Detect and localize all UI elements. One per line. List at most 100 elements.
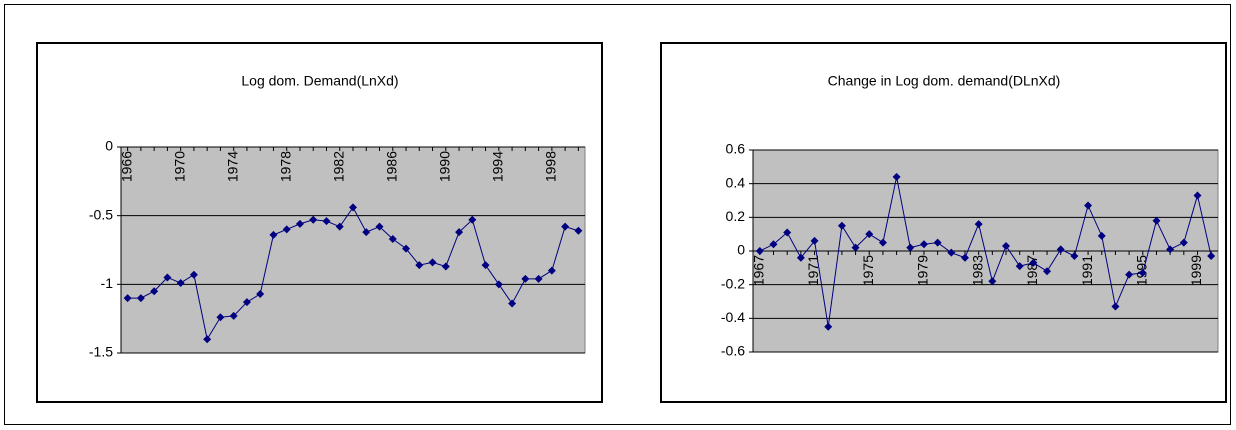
point-marker	[824, 322, 833, 331]
point-marker	[1166, 245, 1175, 254]
point-marker	[481, 261, 490, 270]
point-marker	[402, 244, 411, 253]
point-marker	[534, 274, 543, 283]
point-marker	[309, 215, 318, 224]
point-marker	[919, 240, 928, 249]
x-tick-label: 1998	[543, 151, 559, 182]
y-tick-label: -1	[101, 275, 114, 291]
point-marker	[455, 228, 464, 237]
y-tick-label: -0.6	[721, 343, 745, 359]
point-marker	[1111, 302, 1120, 311]
point-marker	[865, 230, 874, 239]
point-marker	[295, 219, 304, 228]
point-marker	[269, 230, 278, 239]
chart-title: Log dom. Demand(LnXd)	[241, 73, 398, 89]
point-marker	[1015, 262, 1024, 271]
point-marker	[960, 253, 969, 262]
x-tick-label: 1994	[490, 151, 506, 182]
y-tick-label: 0	[105, 138, 113, 154]
point-marker	[906, 243, 915, 252]
point-marker	[1207, 252, 1216, 261]
y-tick-label: 0.4	[726, 174, 746, 190]
point-marker	[256, 289, 265, 298]
point-marker	[508, 299, 517, 308]
point-marker	[810, 236, 819, 245]
x-tick-label: 1986	[383, 151, 399, 182]
point-marker	[1179, 238, 1188, 247]
point-marker	[1125, 270, 1134, 279]
point-marker	[229, 311, 238, 320]
point-marker	[574, 226, 583, 235]
point-marker	[1193, 191, 1202, 200]
y-tick-label: 0.6	[726, 141, 746, 157]
point-marker	[375, 222, 384, 231]
series-line	[759, 176, 1212, 327]
x-tick-label: 1983	[969, 255, 985, 286]
point-marker	[1029, 258, 1038, 267]
point-marker	[947, 248, 956, 257]
point-marker	[1056, 245, 1065, 254]
x-tick-label: 1966	[118, 151, 134, 182]
x-tick-label: 1999	[1188, 255, 1204, 286]
point-marker	[494, 280, 503, 289]
y-tick-label: -0.5	[89, 206, 113, 222]
chart-title: Change in Log dom. demand(DLnXd)	[828, 73, 1061, 89]
y-tick-label: 0.2	[726, 208, 746, 224]
point-marker	[755, 247, 764, 255]
point-marker	[242, 298, 251, 307]
y-tick-label: -0.4	[721, 309, 745, 325]
point-marker	[1070, 252, 1079, 261]
point-marker	[468, 215, 477, 224]
x-tick-label: 1987	[1024, 255, 1040, 286]
x-tick-label: 1982	[330, 151, 346, 182]
point-marker	[1043, 267, 1052, 276]
point-marker	[561, 222, 570, 231]
point-marker	[362, 228, 371, 237]
point-marker	[163, 273, 172, 282]
x-tick-label: 1971	[805, 255, 821, 286]
point-marker	[521, 274, 530, 283]
point-marker	[415, 261, 424, 270]
point-marker	[1097, 231, 1106, 240]
y-tick-label: -0.2	[721, 275, 745, 291]
x-tick-label: 1978	[277, 151, 293, 182]
x-tick-label: 1974	[224, 151, 240, 182]
point-marker	[150, 287, 159, 296]
x-tick-label: 1991	[1079, 255, 1095, 286]
point-marker	[216, 313, 225, 322]
point-marker	[892, 172, 901, 181]
x-tick-label: 1979	[915, 255, 931, 286]
point-marker	[1138, 268, 1147, 277]
point-marker	[851, 243, 860, 252]
point-marker	[988, 277, 997, 286]
point-marker	[547, 266, 556, 275]
point-marker	[189, 270, 198, 279]
plot-area	[120, 146, 586, 354]
point-marker	[878, 238, 887, 247]
point-marker	[1152, 216, 1161, 225]
x-tick-label: 1970	[171, 151, 187, 182]
point-marker	[282, 225, 291, 234]
point-marker	[203, 335, 212, 344]
point-marker	[933, 238, 942, 247]
point-marker	[769, 240, 778, 249]
point-marker	[974, 220, 983, 229]
point-marker	[837, 221, 846, 230]
x-tick-label: 1967	[751, 255, 767, 286]
y-tick-label: -1.5	[89, 344, 113, 360]
point-marker	[1002, 241, 1011, 250]
point-marker	[176, 278, 185, 287]
point-marker	[349, 203, 357, 212]
point-marker	[322, 217, 331, 226]
point-marker	[335, 222, 344, 231]
point-marker	[428, 258, 437, 267]
point-marker	[388, 235, 397, 244]
x-tick-label: 1975	[860, 255, 876, 286]
point-marker	[441, 262, 450, 271]
x-tick-label: 1990	[437, 151, 453, 182]
point-marker	[136, 294, 145, 303]
point-marker	[796, 253, 805, 262]
point-marker	[1084, 201, 1093, 210]
y-tick-label: 0	[737, 242, 745, 258]
